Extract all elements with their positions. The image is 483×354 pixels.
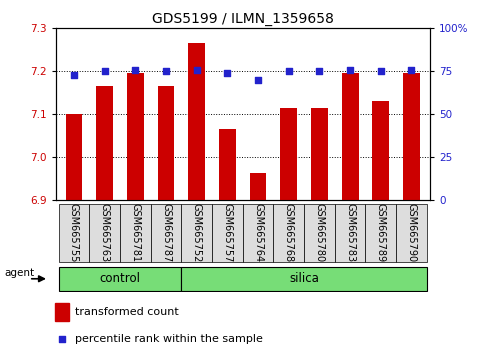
Text: GSM665768: GSM665768 [284,203,294,262]
Title: GDS5199 / ILMN_1359658: GDS5199 / ILMN_1359658 [152,12,334,26]
Bar [341,73,358,200]
Point [224,70,231,76]
Bar [96,86,113,200]
Bar [212,204,243,262]
Text: percentile rank within the sample: percentile rank within the sample [75,334,263,344]
Point [193,67,200,72]
Point [285,68,293,74]
Text: transformed count: transformed count [75,307,179,317]
Bar [273,204,304,262]
Bar [188,43,205,200]
Point [254,77,262,82]
Point [101,68,109,74]
Bar [280,108,297,200]
Bar [66,114,83,200]
Point [377,68,384,74]
Bar [219,129,236,200]
Point [58,336,66,342]
Bar [243,204,273,262]
Text: GSM665764: GSM665764 [253,203,263,262]
Bar [372,101,389,200]
Bar [58,204,89,262]
Bar [311,108,328,200]
Bar [335,204,366,262]
Bar [120,204,151,262]
Text: GSM665780: GSM665780 [314,203,325,262]
Point [346,67,354,72]
Text: GSM665752: GSM665752 [192,203,202,263]
Bar [396,204,427,262]
Bar [58,267,181,291]
Text: silica: silica [289,272,319,285]
Bar [181,267,427,291]
Text: GSM665790: GSM665790 [407,203,416,262]
Text: GSM665757: GSM665757 [222,203,232,263]
Text: GSM665763: GSM665763 [99,203,110,262]
Text: GSM665789: GSM665789 [376,203,386,262]
Bar [89,204,120,262]
Bar [127,73,144,200]
Bar [151,204,181,262]
Point [70,72,78,78]
Bar [403,73,420,200]
Bar [55,303,69,321]
Point [315,68,323,74]
Text: agent: agent [4,268,35,278]
Point [162,68,170,74]
Bar [157,86,174,200]
Text: GSM665781: GSM665781 [130,203,141,262]
Point [408,67,415,72]
Text: control: control [99,272,141,285]
Bar [250,173,267,200]
Bar [366,204,396,262]
Bar [181,204,212,262]
Text: GSM665787: GSM665787 [161,203,171,263]
Bar [304,204,335,262]
Point [131,67,139,72]
Text: GSM665755: GSM665755 [69,203,79,263]
Text: GSM665783: GSM665783 [345,203,355,262]
